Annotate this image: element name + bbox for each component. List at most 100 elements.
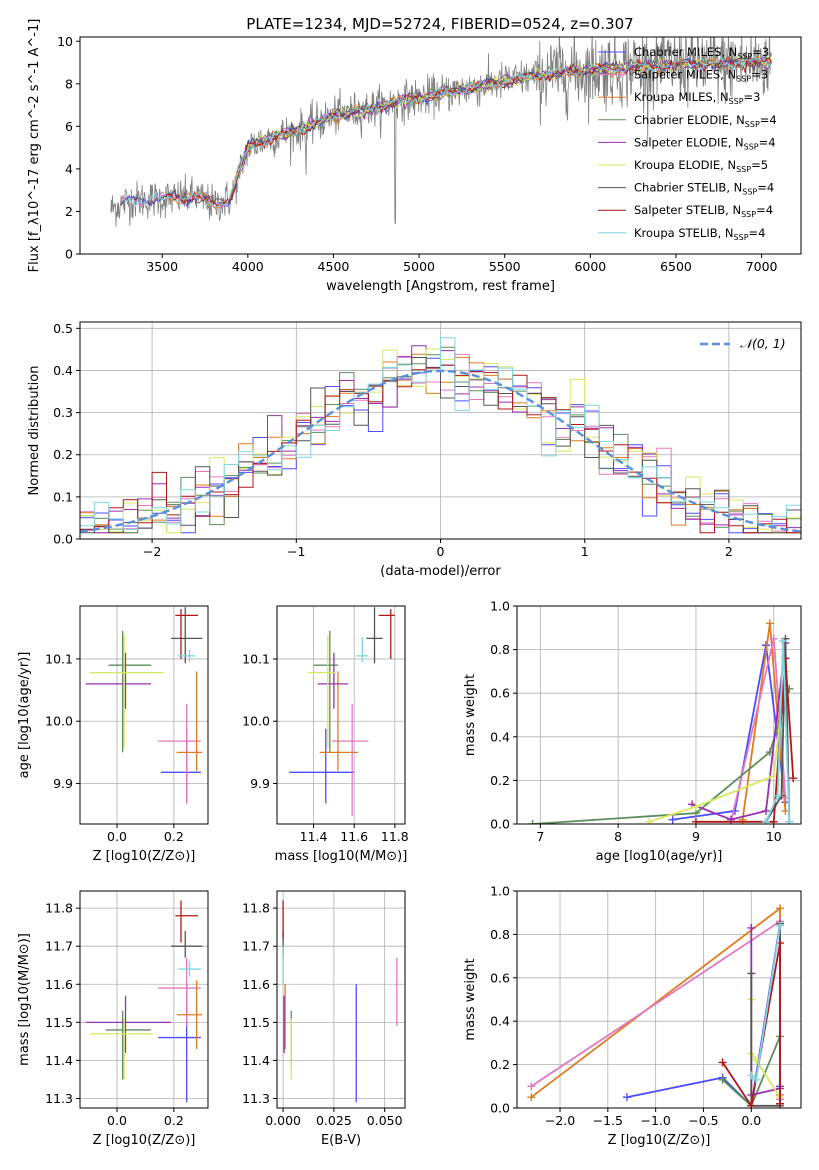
legend-entry: Chabrier STELIB, NSSP=4 [634, 181, 774, 197]
y-tick-label: 0.6 [490, 686, 510, 701]
axes-frame [516, 890, 802, 1109]
x-tick-label: −1 [287, 544, 305, 559]
x-tick-label: 9 [692, 829, 700, 844]
x-tick-label: −0.5 [688, 1113, 718, 1128]
errorbar-point-kroupa_stelib [178, 649, 196, 663]
x-axis-label: wavelength [Angstrom, rest frame] [326, 279, 555, 294]
weight-marker [789, 774, 798, 783]
errorbar-point-chabrier_elodie [105, 1010, 152, 1080]
axes-frame [79, 890, 209, 1109]
y-axis-label: mass [log10(M/M⊙)] [17, 933, 32, 1066]
weight-marker [747, 1101, 756, 1108]
y-tick-label: 6 [65, 119, 73, 134]
y-tick-label: 11.6 [242, 977, 270, 992]
errorbar-point-kroupa_stelib [356, 637, 369, 663]
y-axis-label: age [log10(age/yr)] [17, 652, 32, 779]
y-tick-label: 0.0 [490, 817, 510, 832]
x-tick-label: 6000 [574, 259, 606, 274]
y-tick-label: 0.2 [53, 447, 73, 462]
errorbar-point-salpeter_stelib [175, 609, 199, 659]
age_vs_mass-panel: 11.4 11.6 11.8 9.9 10.0 10.1 mass [log10(M/M⊙)… [242, 605, 409, 864]
weight-marker [775, 1099, 784, 1108]
axes-frame [79, 36, 802, 255]
weight-series-salpeter_stelib [718, 939, 784, 1108]
x-tick-label: −1.0 [640, 1113, 670, 1128]
model-spectrum-chabrier_elodie [230, 55, 772, 196]
model-spectrum-kroupa_stelib [121, 54, 771, 208]
weight-marker [718, 1075, 727, 1084]
model-spectrum-salpeter_elodie [230, 57, 772, 197]
errorbar-point-salpeter_elodie [85, 995, 172, 1053]
weight-marker [645, 817, 654, 824]
errorbar-point-chabrier_stelib [366, 607, 383, 664]
errorbar-point-chabrier_stelib [171, 607, 203, 664]
weight-marker [775, 904, 784, 913]
weight-marker [769, 634, 778, 643]
weight-marker [747, 923, 756, 932]
y-tick-label: 11.8 [45, 901, 73, 916]
x-tick-label: 0.050 [367, 1113, 403, 1128]
y-tick-label: 0.6 [490, 970, 510, 985]
weight-marker [779, 636, 788, 645]
residuals-panel: −2 −1 0 1 2 0.0 0.1 0.2 0.3 0.4 0.5 (data-model)/er… [27, 321, 802, 579]
weight-marker [769, 817, 778, 824]
legend-entry: Kroupa STELIB, NSSP=4 [634, 226, 765, 242]
x-tick-label: 3500 [146, 259, 178, 274]
x-tick-label: 0.0 [741, 1113, 761, 1128]
y-axis-label: mass weight [463, 958, 478, 1040]
weight-marker [785, 817, 794, 824]
errorbar-point-kroupa_elodie [307, 635, 336, 748]
weight-marker [718, 1058, 727, 1067]
y-tick-label: 0.8 [490, 927, 510, 942]
weight-marker [752, 1075, 761, 1084]
mass_vs_ebv-panel: 0.000 0.025 0.050 11.3 11.4 11.5 11.6 11.7 11.8 E… [242, 890, 406, 1148]
weight-marker [668, 815, 677, 824]
x-tick-label: 5500 [489, 259, 521, 274]
y-tick-label: 10.1 [242, 651, 270, 666]
weight-marker [747, 1071, 756, 1080]
figure-title: PLATE=1234, MJD=52724, FIBERID=0524, z=0… [246, 15, 633, 33]
mass_vs_Z-plot-area [85, 900, 203, 1103]
weight-series-kroupa_stelib [747, 921, 784, 1084]
y-tick-label: 11.3 [242, 1091, 270, 1106]
errorbar-point-kroupa_miles [319, 671, 359, 772]
weight-marker [622, 1093, 631, 1102]
y-tick-label: 0.4 [490, 1014, 510, 1029]
weight_vs_age-plot-area [528, 619, 798, 824]
weight-series-chabrier_miles [668, 641, 790, 824]
spectrum-plot-area [110, 37, 773, 227]
axes-frame [516, 605, 802, 825]
errorbar-point-salpeter_elodie [85, 652, 152, 709]
errorbar-point-kroupa_miles [176, 980, 203, 1049]
y-tick-label: 10.1 [45, 651, 73, 666]
x-tick-label: 1 [581, 544, 589, 559]
legend-entry: Salpeter MILES, NSSP=3 [634, 68, 768, 84]
y-axis-label: Flux [f_λ10^-17 erg cm^-2 s^-1 A^-1] [27, 19, 42, 273]
errorbar-point-salpeter_miles [158, 957, 201, 1027]
x-tick-label: 0.2 [164, 1113, 184, 1128]
spectrum-panel: 3500 4000 4500 5000 5500 6000 6500 7000 0 2 4 6 8 10 w… [27, 19, 802, 294]
y-tick-label: 0.4 [53, 363, 73, 378]
weight_vs_age-panel: 7 8 9 10 0.0 0.2 0.4 0.6 0.8 1.0 age [log10(age/yr… [463, 599, 802, 864]
x-tick-label: 0.0 [107, 829, 127, 844]
legend-entry: Chabrier MILES, NSSP=3 [634, 45, 769, 61]
legend-entry: 𝒩(0, 1) [740, 336, 786, 351]
y-tick-label: 0.2 [490, 773, 510, 788]
mass_vs_ebv-plot-area [282, 900, 398, 1103]
weight-marker [765, 619, 774, 628]
axes-frame [276, 605, 406, 825]
y-tick-label: 11.7 [45, 939, 73, 954]
x-tick-label: 0.2 [164, 829, 184, 844]
y-tick-label: 8 [65, 76, 73, 91]
x-tick-label: 0 [437, 544, 445, 559]
x-axis-label: age [log10(age/yr)] [596, 849, 723, 864]
age_vs_Z-panel: 0.0 0.2 9.9 10.0 10.1 Z [log10(Z/Z⊙)] age [log… [17, 605, 209, 864]
weight-marker [691, 817, 700, 824]
errorbar-point-salpeter_miles [158, 703, 201, 804]
y-tick-label: 11.6 [45, 977, 73, 992]
weight-marker [527, 1093, 536, 1102]
weight_vs_Z-plot-area [527, 904, 784, 1108]
age_vs_Z-plot-area [85, 607, 203, 804]
residual-histogram-kroupa_stelib [80, 337, 801, 530]
weight-marker [761, 806, 770, 815]
